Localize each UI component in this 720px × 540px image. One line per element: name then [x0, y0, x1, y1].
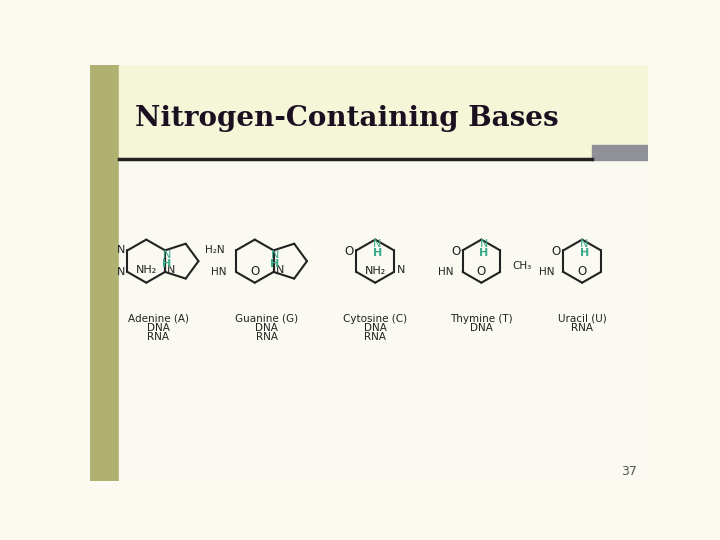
Text: H₂N: H₂N — [205, 245, 225, 255]
Text: HN: HN — [539, 267, 554, 277]
Text: Cytosine (C): Cytosine (C) — [343, 314, 408, 324]
Text: Adenine (A): Adenine (A) — [127, 314, 189, 324]
Text: N: N — [167, 265, 176, 275]
Text: Nitrogen-Containing Bases: Nitrogen-Containing Bases — [135, 105, 559, 132]
Text: N: N — [580, 239, 589, 249]
Bar — [593, 145, 648, 160]
Text: NH₂: NH₂ — [135, 265, 157, 275]
Text: O: O — [451, 245, 460, 259]
Text: Guanine (G): Guanine (G) — [235, 314, 298, 324]
Text: N: N — [374, 239, 382, 249]
Bar — [120, 159, 648, 481]
Text: HN: HN — [211, 267, 227, 277]
Text: N: N — [117, 245, 125, 255]
Text: DNA: DNA — [364, 323, 387, 333]
Text: NH₂: NH₂ — [364, 266, 386, 276]
Text: N: N — [480, 239, 488, 249]
Text: N: N — [276, 265, 284, 275]
Text: HN: HN — [438, 267, 454, 277]
Text: H: H — [162, 259, 171, 269]
Text: N: N — [271, 250, 279, 260]
Text: DNA: DNA — [147, 323, 170, 333]
Text: RNA: RNA — [147, 333, 169, 342]
Text: H: H — [271, 259, 280, 269]
Text: 37: 37 — [621, 465, 637, 478]
Text: H: H — [373, 248, 382, 259]
Text: O: O — [477, 266, 486, 279]
Text: RNA: RNA — [364, 333, 386, 342]
Text: N: N — [163, 250, 171, 260]
Bar — [90, 65, 120, 481]
Text: O: O — [345, 245, 354, 259]
Text: Thymine (T): Thymine (T) — [450, 314, 513, 324]
Bar — [120, 65, 648, 159]
Text: H: H — [479, 248, 488, 259]
Text: O: O — [552, 245, 561, 259]
Text: N: N — [117, 267, 125, 277]
Text: N: N — [397, 265, 405, 275]
Text: H: H — [580, 248, 589, 259]
Text: DNA: DNA — [256, 323, 278, 333]
Text: RNA: RNA — [571, 323, 593, 333]
Text: O: O — [577, 266, 587, 279]
Text: CH₃: CH₃ — [513, 261, 532, 271]
Text: Uracil (U): Uracil (U) — [558, 314, 606, 324]
Text: DNA: DNA — [470, 323, 492, 333]
Text: RNA: RNA — [256, 333, 278, 342]
Text: O: O — [250, 266, 259, 279]
